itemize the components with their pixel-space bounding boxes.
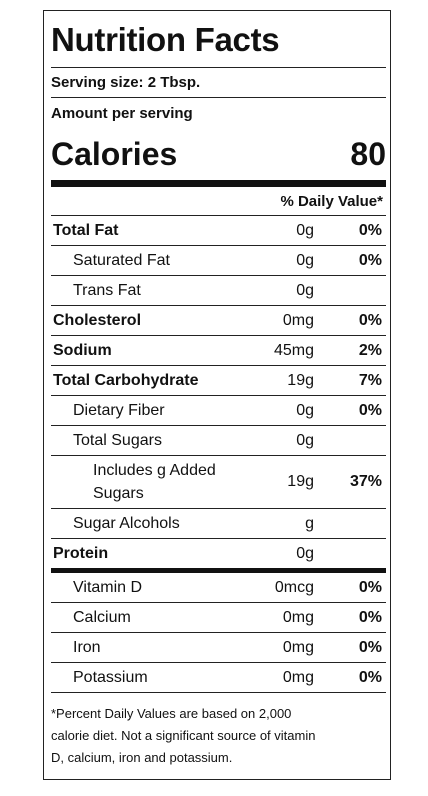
nutrient-row: Trans Fat 0g bbox=[51, 276, 386, 306]
nutrient-amount: 0g bbox=[296, 221, 314, 239]
nutrient-dv: 0% bbox=[358, 638, 382, 656]
nutrient-name: Potassium bbox=[73, 669, 148, 686]
nutrient-row: Protein 0g bbox=[51, 539, 386, 573]
nutrient-name: Dietary Fiber bbox=[73, 402, 165, 419]
nutrient-amount: 0mg bbox=[282, 311, 314, 329]
nutrient-name: Includes g Added Sugars bbox=[93, 462, 216, 502]
nutrient-dv: 0% bbox=[358, 578, 382, 596]
nutrient-dv: 7% bbox=[358, 371, 382, 389]
nutrient-row: Sugar Alcohols g bbox=[51, 509, 386, 539]
nutrient-amount: 0g bbox=[296, 251, 314, 269]
nutrient-name: Cholesterol bbox=[53, 312, 142, 329]
nutrient-row: Dietary Fiber 0g 0% bbox=[51, 396, 386, 426]
nutrient-row: Cholesterol 0mg 0% bbox=[51, 306, 386, 336]
daily-value-header: % Daily Value* bbox=[51, 187, 386, 216]
nutrient-name: Vitamin D bbox=[73, 579, 143, 596]
nutrient-name: Trans Fat bbox=[73, 282, 141, 299]
nutrient-row: Calcium 0mg 0% bbox=[51, 603, 386, 633]
nutrient-dv: 2% bbox=[358, 341, 382, 359]
nutrient-name: Total Carbohydrate bbox=[53, 372, 199, 389]
nutrient-amount: 19g bbox=[287, 473, 314, 490]
nutrient-amount: g bbox=[305, 514, 314, 532]
nutrient-amount: 0g bbox=[296, 544, 314, 562]
nutrient-dv: 0% bbox=[358, 251, 382, 269]
nutrient-list: Total Fat 0g 0% Saturated Fat 0g 0% Trans Fat 0… bbox=[51, 216, 386, 573]
nutrient-amount: 0g bbox=[296, 431, 314, 449]
nutrient-amount: 19g bbox=[287, 371, 314, 389]
nutrient-dv: 0% bbox=[358, 311, 382, 329]
nutrient-dv: 0% bbox=[358, 401, 382, 419]
nutrition-label: Nutrition Facts Serving size: 2 Tbsp. Am… bbox=[43, 10, 391, 780]
nutrient-name: Calcium bbox=[73, 609, 131, 626]
calories: Calories 80 bbox=[51, 128, 386, 187]
nutrient-name: Saturated Fat bbox=[73, 252, 170, 269]
nutrient-row: Vitamin D 0mcg 0% bbox=[51, 573, 386, 603]
vitamin-list: Vitamin D 0mcg 0% Calcium 0mg 0% Iron 0mg 0% Pota… bbox=[51, 573, 386, 693]
nutrient-amount: 0mg bbox=[282, 668, 314, 686]
nutrient-amount: 0g bbox=[296, 401, 314, 419]
nutrient-dv: 0% bbox=[358, 608, 382, 626]
nutrient-amount: 0mcg bbox=[274, 578, 314, 596]
nutrient-amount: 0mg bbox=[282, 608, 314, 626]
label-content: Nutrition Facts Serving size: 2 Tbsp. Am… bbox=[51, 11, 386, 769]
serving-size: Serving size: 2 Tbsp. bbox=[51, 68, 386, 98]
nutrient-name: Total Sugars bbox=[73, 432, 162, 449]
nutrient-row: Total Sugars 0g bbox=[51, 426, 386, 456]
nutrient-row: Total Carbohydrate 19g 7% bbox=[51, 366, 386, 396]
nutrient-row: Iron 0mg 0% bbox=[51, 633, 386, 663]
nutrient-row: Saturated Fat 0g 0% bbox=[51, 246, 386, 276]
nutrient-dv: 0% bbox=[358, 668, 382, 686]
nutrient-name: Sodium bbox=[53, 342, 112, 359]
nutrient-row: Sodium 45mg 2% bbox=[51, 336, 386, 366]
nutrient-dv: 0% bbox=[358, 221, 382, 239]
title: Nutrition Facts bbox=[51, 11, 386, 68]
nutrient-row: Potassium 0mg 0% bbox=[51, 663, 386, 693]
nutrient-name: Sugar Alcohols bbox=[73, 515, 180, 532]
nutrient-amount: 0mg bbox=[282, 638, 314, 656]
footnote: *Percent Daily Values are based on 2,000… bbox=[51, 706, 316, 765]
calories-value: 80 bbox=[350, 136, 386, 172]
nutrient-row: Includes g Added Sugars 19g 37% bbox=[51, 456, 386, 509]
amount-per-serving: Amount per serving bbox=[51, 105, 193, 122]
nutrient-amount: 0g bbox=[296, 281, 314, 299]
nutrient-amount: 45mg bbox=[273, 341, 314, 359]
nutrient-dv: 37% bbox=[349, 473, 382, 490]
nutrient-name: Total Fat bbox=[53, 222, 119, 239]
nutrient-name: Iron bbox=[73, 639, 101, 656]
calories-label: Calories bbox=[51, 136, 178, 172]
nutrient-row: Total Fat 0g 0% bbox=[51, 216, 386, 246]
nutrient-name: Protein bbox=[53, 545, 109, 562]
